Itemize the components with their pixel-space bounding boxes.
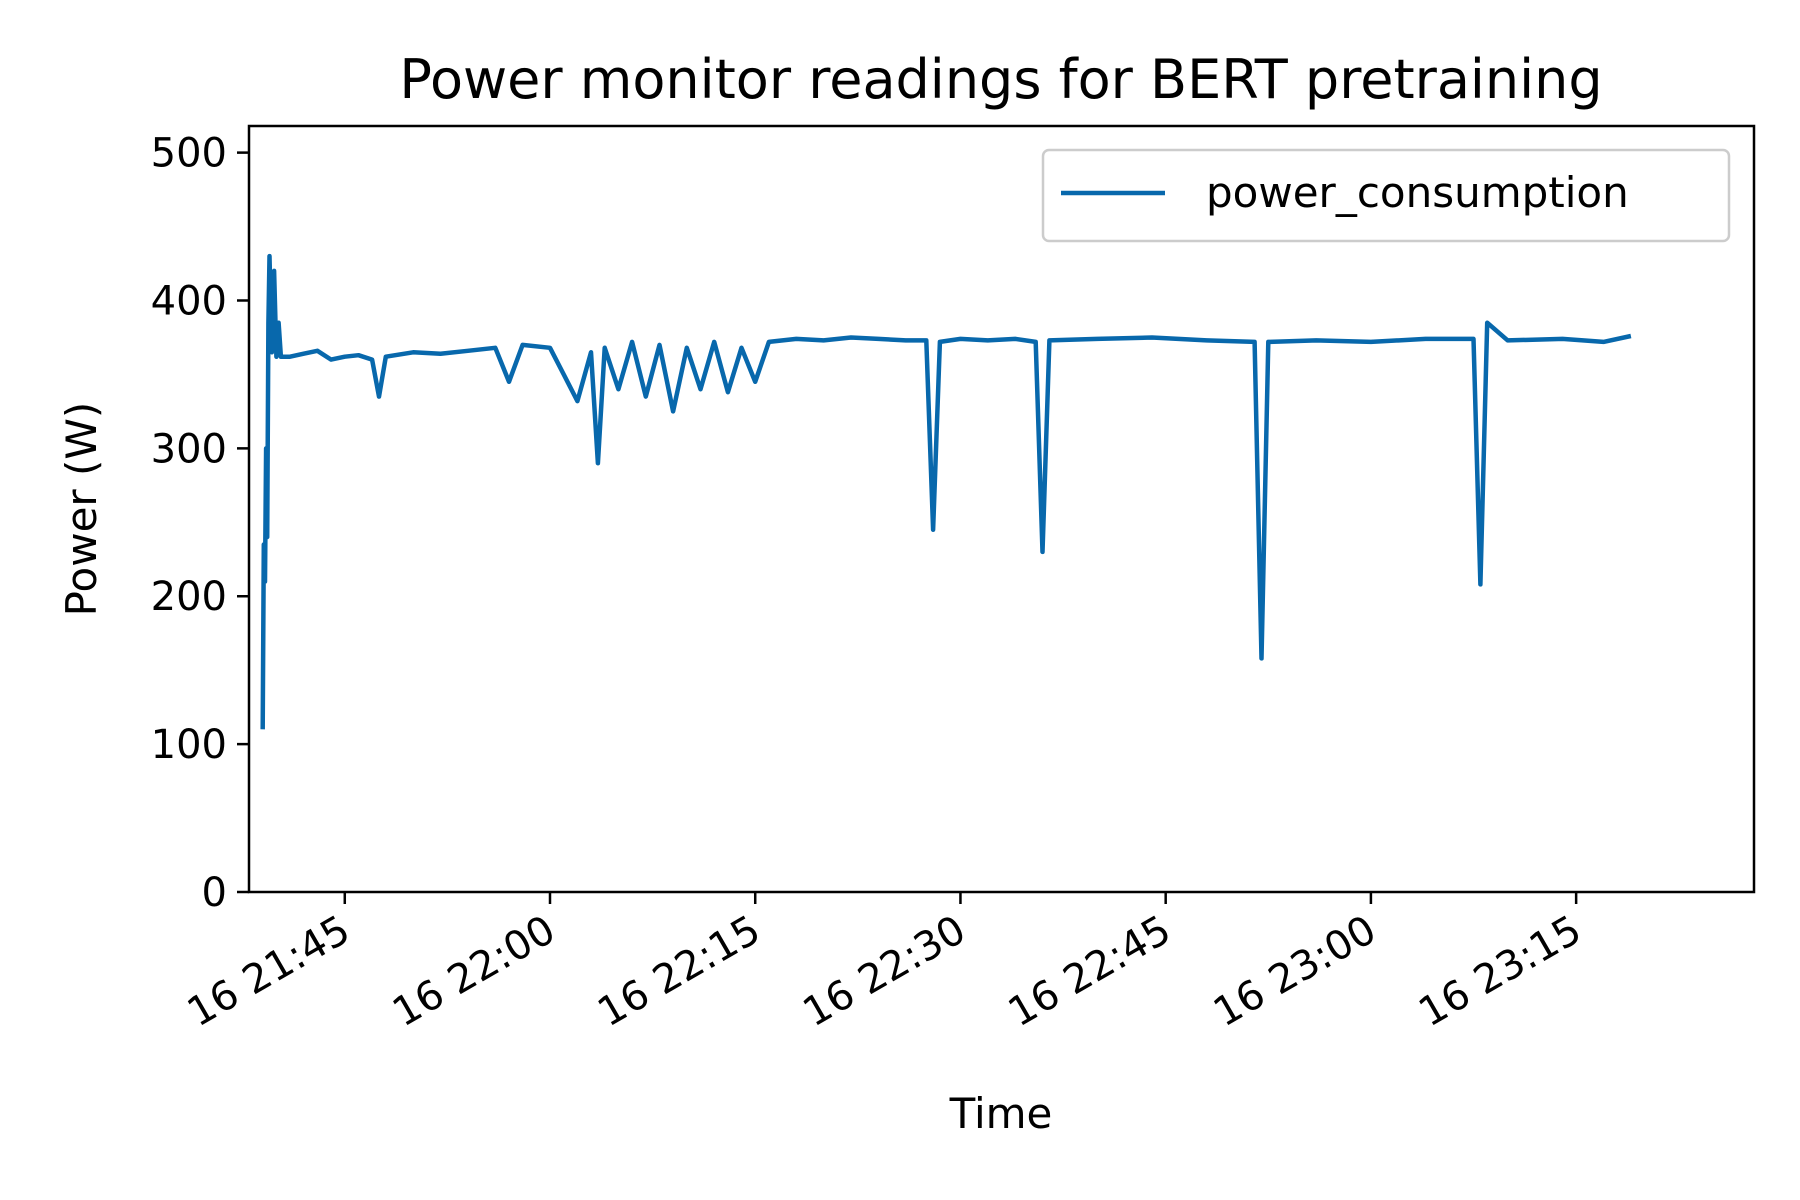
y-tick-label: 500 bbox=[151, 131, 227, 177]
x-axis-label: Time bbox=[949, 1089, 1053, 1138]
y-axis-label: Power (W) bbox=[57, 402, 106, 617]
legend-box bbox=[1041, 148, 1731, 243]
y-tick-label: 400 bbox=[151, 278, 227, 324]
legend: power_consumption bbox=[1041, 148, 1731, 243]
chart-title: Power monitor readings for BERT pretrain… bbox=[399, 48, 1602, 111]
legend-label-power_consumption: power_consumption bbox=[1206, 168, 1629, 217]
y-tick-label: 200 bbox=[151, 574, 227, 620]
plot-frame bbox=[247, 124, 1756, 894]
y-tick-label: 0 bbox=[202, 870, 227, 916]
y-tick-label: 100 bbox=[151, 722, 227, 768]
y-tick-label: 300 bbox=[151, 426, 227, 472]
series-line-power_consumption bbox=[260, 253, 1632, 730]
plot-area bbox=[260, 253, 1632, 730]
